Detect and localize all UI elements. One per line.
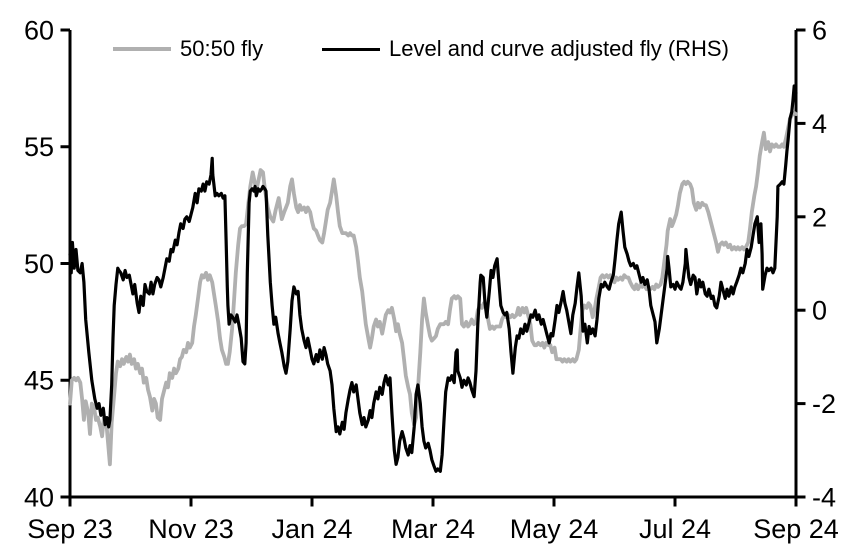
x-tick-label: Mar 24 (391, 514, 475, 544)
y-right-tick-label: -2 (812, 389, 836, 419)
x-tick-label: Jul 24 (639, 514, 711, 544)
legend-swatch-level-curve-adjusted-fly (322, 47, 380, 51)
legend-item-5050-fly: 50:50 fly (113, 36, 264, 61)
y-left-tick-label: 40 (24, 482, 54, 512)
x-tick-label: May 24 (510, 514, 599, 544)
y-right-tick-label: 2 (812, 202, 827, 232)
legend-swatch-5050-fly (113, 47, 171, 51)
series-line-level-curve-adjusted-fly (68, 84, 798, 473)
axes-layer (60, 28, 806, 507)
y-right-tick-label: 0 (812, 296, 827, 326)
x-tick-label: Sep 24 (753, 514, 839, 544)
x-tick-label: Nov 23 (148, 514, 234, 544)
x-tick-label: Jan 24 (271, 514, 352, 544)
series-line-5050-fly (68, 111, 798, 467)
y-left-tick-label: 60 (24, 15, 54, 45)
x-tick-label: Sep 23 (27, 514, 113, 544)
y-right-tick-label: 4 (812, 109, 827, 139)
y-left-tick-label: 50 (24, 249, 54, 279)
y-left-tick-label: 55 (24, 132, 54, 162)
y-right-tick-label: 6 (812, 15, 827, 45)
y-left-tick-label: 45 (24, 366, 54, 396)
y-right-tick-label: -4 (812, 482, 836, 512)
legend-item-level-curve-adjusted-fly: Level and curve adjusted fly (RHS) (322, 36, 729, 61)
series-layer (68, 84, 798, 473)
axis-labels-layer: 60 55 50 45 40 6 4 2 0 -2 -4 Sep 23 Nov 23 Jan 24 Mar … (24, 15, 839, 544)
legend-label-5050-fly: 50:50 fly (180, 36, 264, 61)
legend-label-level-curve-adjusted-fly: Level and curve adjusted fly (RHS) (389, 36, 729, 61)
